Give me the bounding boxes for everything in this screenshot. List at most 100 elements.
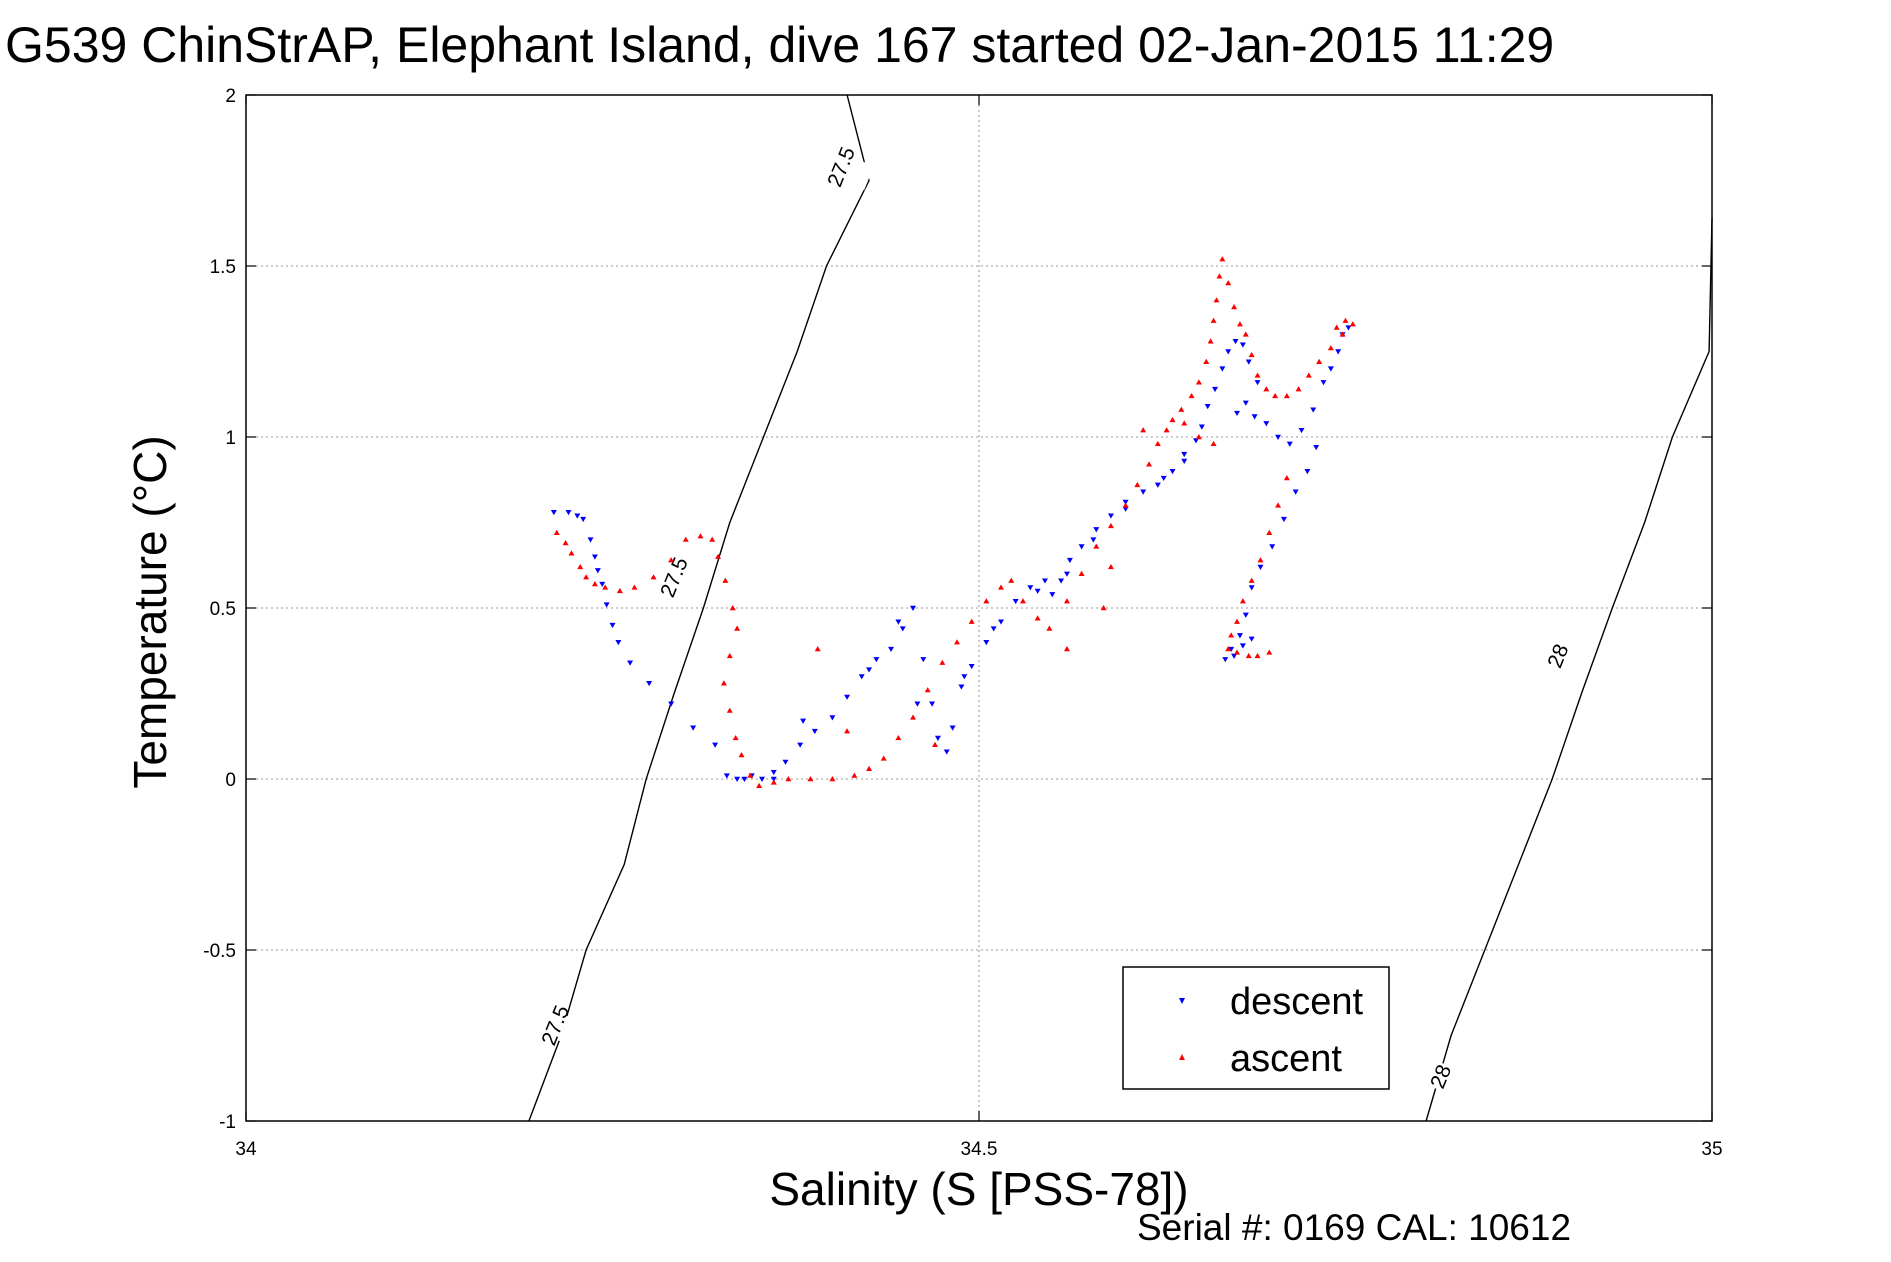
x-tick-label: 34.5 — [961, 1139, 998, 1160]
ascent-point — [1327, 345, 1334, 351]
legend: descent ascent — [1122, 966, 1390, 1090]
descent-point — [888, 646, 895, 653]
descent-point — [1248, 636, 1255, 642]
y-tick-label: 0.5 — [210, 599, 236, 620]
ascent-point — [583, 574, 590, 580]
descent-point — [1169, 469, 1176, 475]
descent-point — [1041, 578, 1048, 584]
ascent-point — [682, 536, 689, 542]
ascent-point — [562, 540, 569, 546]
ascent-point — [1019, 598, 1026, 604]
ascent-point — [1063, 598, 1070, 604]
descent-point — [599, 581, 606, 588]
descent-point — [1292, 489, 1299, 495]
ascent-point — [814, 646, 821, 652]
descent-point — [1219, 366, 1226, 372]
descent-point — [1335, 349, 1342, 355]
ascent-point — [729, 605, 736, 611]
descent-point — [1225, 349, 1232, 355]
ascent-point — [1242, 331, 1249, 337]
ascent-point — [910, 714, 917, 720]
ascent-point — [1154, 440, 1161, 447]
ascent-point — [1169, 416, 1176, 423]
descent-point — [1222, 657, 1229, 663]
ascent-point — [1248, 351, 1255, 358]
y-axis-ticks: -1 -0.5 0 0.5 1 1.5 2 — [203, 86, 1712, 1133]
descent-point — [741, 776, 748, 782]
ascent-point — [747, 772, 754, 778]
ascent-point — [1266, 649, 1273, 655]
ascent-point — [924, 687, 931, 693]
ascent-point — [1225, 646, 1232, 652]
ascent-point — [1063, 646, 1070, 652]
contour-label-gap — [808, 143, 874, 191]
descent-point — [1228, 646, 1235, 653]
ascent-point — [880, 755, 887, 761]
ascent-point — [1248, 577, 1255, 583]
descent-point — [1027, 585, 1034, 591]
ascent-point — [807, 776, 814, 782]
descent-point — [949, 725, 956, 731]
descent-point — [968, 663, 975, 670]
descent-point — [734, 776, 741, 782]
x-axis-label: Salinity (S [PSS-78]) — [769, 1163, 1188, 1215]
descent-point — [983, 640, 990, 646]
descent-point — [591, 554, 598, 560]
ascent-point — [1254, 652, 1261, 659]
descent-point — [587, 537, 594, 543]
descent-point — [1239, 342, 1246, 348]
descent-point — [1181, 458, 1188, 464]
descent-point — [1248, 585, 1255, 591]
ascent-point — [1034, 615, 1041, 621]
ascent-point — [983, 598, 990, 604]
contour-28 — [1425, 218, 1713, 1122]
ascent-point — [591, 581, 598, 587]
descent-point — [1058, 578, 1065, 584]
descent-point — [1286, 441, 1293, 447]
descent-point — [1236, 633, 1243, 639]
ascent-point — [1207, 338, 1214, 344]
descent-point — [690, 725, 697, 731]
serial-cal-footer: Serial #: 0169 CAL: 10612 — [1137, 1207, 1571, 1248]
ascent-point — [1231, 304, 1238, 310]
descent-point — [723, 773, 730, 779]
ascent-point — [954, 639, 961, 645]
ascent-point — [1283, 475, 1290, 481]
ascent-point — [553, 529, 560, 535]
ascent-point — [720, 680, 727, 686]
descent-point — [811, 728, 818, 735]
ascent-point — [829, 776, 836, 782]
ascent-point — [1339, 331, 1346, 337]
y-tick-label: -1 — [219, 1112, 236, 1133]
descent-point — [961, 674, 968, 680]
ascent-point — [631, 584, 638, 590]
y-tick-label: 1.5 — [210, 257, 236, 278]
ascent-point — [1146, 461, 1153, 467]
ascent-point — [939, 659, 946, 665]
descent-point — [1140, 489, 1147, 495]
descent-point — [1181, 451, 1188, 458]
x-tick-label: 34 — [235, 1139, 257, 1160]
descent-point — [1107, 513, 1114, 519]
ascent-point — [1266, 529, 1273, 535]
descent-point — [1254, 380, 1261, 386]
ascent-point — [895, 734, 902, 741]
y-axis-label: Temperature (°C) — [124, 435, 176, 788]
descent-point — [1310, 407, 1317, 413]
ascent-point — [1305, 372, 1312, 378]
x-tick-label: 35 — [1701, 1139, 1722, 1160]
descent-point — [997, 619, 1004, 625]
descent-point — [1122, 506, 1129, 512]
descent-point — [1204, 404, 1211, 410]
ascent-point — [1181, 420, 1188, 426]
descent-point — [565, 510, 572, 516]
descent-point — [1257, 564, 1264, 570]
ascent-point — [1283, 392, 1290, 399]
ascent-point — [932, 741, 939, 747]
ascent-point — [851, 772, 858, 778]
ascent-point — [1225, 280, 1232, 286]
descent-point — [1263, 421, 1270, 427]
descent-point — [1298, 427, 1305, 434]
